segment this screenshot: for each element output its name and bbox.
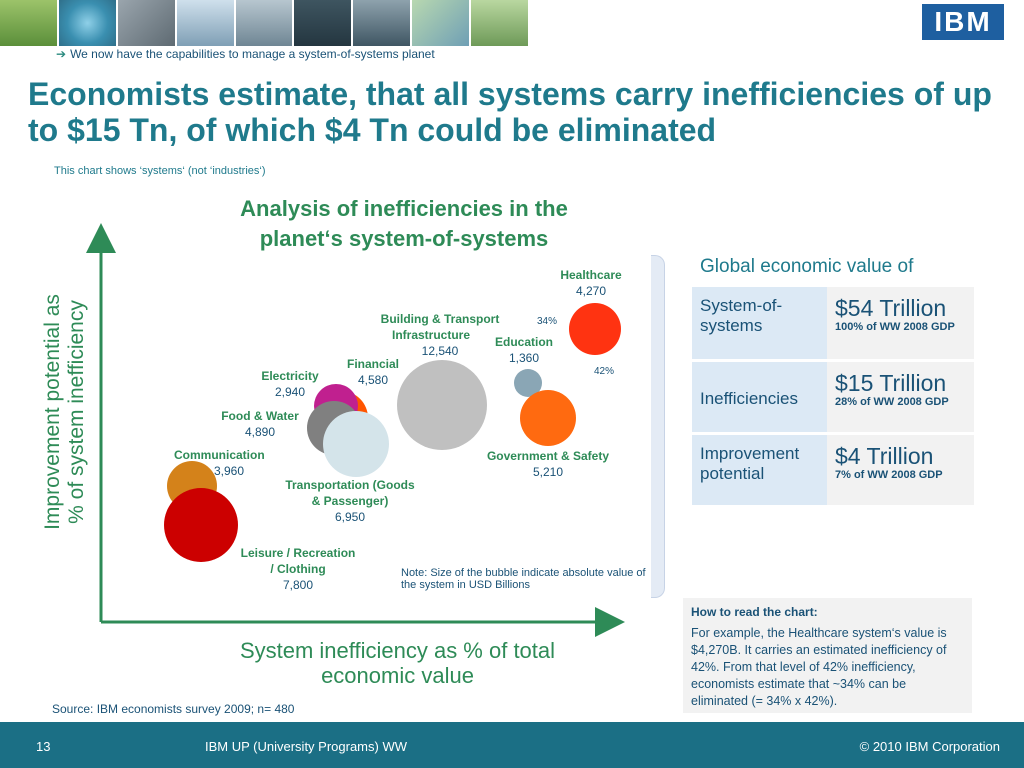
label-financial: Financial 4,580	[338, 356, 408, 388]
label-transportation-value: 6,950	[334, 510, 366, 524]
label-leisure-name2: / Clothing	[270, 562, 326, 576]
label-electricity-name: Electricity	[261, 369, 319, 383]
chart-title-line2: planet‘s system-of-systems	[259, 226, 549, 251]
banner-thumb-city	[235, 0, 293, 46]
bubble-transportation	[323, 411, 389, 477]
source-note: Source: IBM economists survey 2009; n= 4…	[52, 702, 295, 716]
table-title: Global economic value of	[700, 256, 914, 277]
annotation-34-percent: 34%	[537, 316, 558, 327]
value-big: $15 Trillion	[835, 369, 947, 396]
banner-thumb-building	[176, 0, 234, 46]
chart-title-line1: Analysis of inefficiencies in the	[240, 196, 568, 221]
banner-thumb-globe	[58, 0, 116, 46]
table-row: Improvement potential $4 Trillion 7% of …	[692, 433, 974, 508]
x-axis-label-line2: economic value	[321, 663, 474, 688]
table-row: Inefficiencies $15 Trillion 28% of WW 20…	[692, 360, 974, 435]
label-communication-value: 3,960	[214, 464, 245, 478]
label-healthcare-name: Healthcare	[560, 268, 622, 282]
how-to-read-body: For example, the Healthcare system‘s val…	[691, 626, 947, 708]
bubble-size-note: Note: Size of the bubble indicate absolu…	[401, 567, 646, 591]
y-axis-label-line1: Improvement potential as	[41, 294, 64, 530]
page-number: 13	[36, 739, 51, 754]
banner-thumb-green	[471, 0, 529, 46]
slide-title: Economists estimate, that all systems ca…	[28, 76, 992, 148]
label-financial-name: Financial	[346, 357, 399, 371]
label-electricity: Electricity 2,940	[252, 368, 328, 400]
ibm-logo: IBM	[922, 4, 1004, 40]
annotation-42-percent: 42%	[594, 366, 615, 377]
value-small: 7% of WW 2008 GDP	[835, 468, 943, 481]
row-label-inefficiencies: Inefficiencies	[692, 360, 827, 435]
row-value-inefficiencies: $15 Trillion 28% of WW 2008 GDP	[827, 360, 974, 435]
tagline-text: We now have the capabilities to manage a…	[70, 47, 435, 61]
row-value-system-of-systems: $54 Trillion 100% of WW 2008 GDP	[827, 287, 974, 362]
value-small: 28% of WW 2008 GDP	[835, 395, 949, 408]
label-leisure-name1: Leisure / Recreation	[240, 546, 356, 560]
banner-thumb-map	[412, 0, 470, 46]
banner-thumb-dark	[294, 0, 352, 46]
banner-thumb-circuit	[117, 0, 175, 46]
label-communication: Communication 3,960	[174, 447, 290, 479]
label-healthcare: Healthcare 4,270	[546, 267, 636, 299]
row-label-improvement-potential: Improvement potential	[692, 433, 827, 508]
banner-thumb-traffic	[353, 0, 411, 46]
chart-scope-note: This chart shows ‘systems‘ (not ‘industr…	[54, 165, 266, 177]
row-value-improvement-potential: $4 Trillion 7% of WW 2008 GDP	[827, 433, 974, 508]
footer-copyright: © 2010 IBM Corporation	[859, 739, 1000, 754]
label-building-transport-name2: Infrastructure	[392, 328, 471, 342]
label-leisure: Leisure / Recreation / Clothing 7,800	[226, 545, 370, 593]
value-small: 100% of WW 2008 GDP	[835, 321, 955, 333]
label-food-water-value: 4,890	[244, 425, 276, 439]
label-healthcare-value: 4,270	[575, 284, 607, 298]
footer-program: IBM UP (University Programs) WW	[205, 739, 407, 754]
bubble-government-safety	[520, 390, 576, 446]
value-big: $54 Trillion	[835, 295, 947, 321]
how-to-read-box: How to read the chart: For example, the …	[683, 598, 972, 713]
label-building-transport-name1: Building & Transport	[380, 312, 500, 326]
label-transportation-name1: Transportation (Goods	[285, 478, 415, 492]
label-electricity-value: 2,940	[274, 385, 306, 399]
footer: 13 IBM UP (University Programs) WW © 201…	[0, 722, 1024, 768]
tagline: ➔ We now have the capabilities to manage …	[56, 47, 435, 61]
label-transportation: Transportation (Goods & Passenger) 6,950	[268, 477, 432, 525]
how-to-read-heading: How to read the chart:	[691, 605, 818, 619]
economic-value-table: System-of-systems $54 Trillion 100% of W…	[692, 287, 974, 508]
bubble-education	[514, 369, 542, 397]
header-banner: IBM	[0, 0, 1024, 46]
row-label-system-of-systems: System-of-systems	[692, 287, 827, 362]
section-divider	[651, 255, 665, 598]
label-building-transport: Building & Transport Infrastructure 12,5…	[362, 311, 518, 359]
label-food-water: Food & Water 4,890	[210, 408, 310, 440]
label-education: Education 1,360	[486, 334, 562, 366]
table-row: System-of-systems $54 Trillion 100% of W…	[692, 287, 974, 362]
arrow-right-icon: ➔	[56, 47, 67, 61]
bubble-healthcare	[569, 303, 621, 355]
value-big: $4 Trillion	[835, 442, 934, 469]
x-axis-label: System inefficiency as % of total econom…	[205, 638, 590, 688]
label-education-name: Education	[494, 335, 553, 349]
y-axis-label: Improvement potential as % of system ine…	[41, 262, 89, 562]
label-government-safety-name: Government & Safety	[486, 449, 610, 463]
bubble-building-transport	[397, 360, 487, 450]
label-financial-value: 4,580	[357, 373, 389, 387]
banner-image-strip	[0, 0, 530, 46]
label-government-safety: Government & Safety 5,210	[470, 448, 626, 480]
banner-thumb-tree	[0, 0, 57, 46]
x-axis-label-line1: System inefficiency as % of total	[239, 638, 556, 663]
label-transportation-name2: & Passenger)	[311, 494, 389, 508]
label-building-transport-value: 12,540	[421, 344, 459, 358]
label-government-safety-value: 5,210	[532, 465, 564, 479]
y-axis-label-line2: % of system inefficiency	[65, 300, 88, 524]
label-communication-name: Communication	[174, 448, 265, 462]
label-food-water-name: Food & Water	[221, 409, 299, 423]
label-leisure-value: 7,800	[282, 578, 314, 592]
bubble-leisure	[164, 488, 238, 562]
chart-title: Analysis of inefficiencies in the planet…	[188, 194, 620, 254]
label-education-value: 1,360	[508, 351, 540, 365]
ibm-logo-text: IBM	[934, 6, 992, 37]
